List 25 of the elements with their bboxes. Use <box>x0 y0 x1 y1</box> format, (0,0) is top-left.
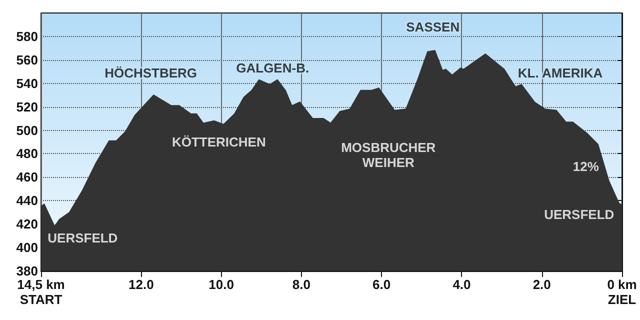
y-tick-label: 580 <box>16 28 38 44</box>
annotation: KÖTTERICHEN <box>172 134 266 150</box>
y-tick-label: 460 <box>16 170 38 185</box>
x-tick-label: 4.0 <box>452 277 471 292</box>
x-tick-label: 2.0 <box>532 277 551 292</box>
y-tick-label: 420 <box>16 216 38 232</box>
x-tick-label: 10.0 <box>208 277 234 292</box>
annotation: 12% <box>572 159 600 174</box>
x-tick-label: 0 km ZIEL <box>607 277 637 307</box>
y-tick-label: 380 <box>16 264 38 278</box>
y-tick-label: 520 <box>16 99 38 114</box>
y-tick-label: 480 <box>16 146 38 162</box>
x-tick-label: 8.0 <box>292 277 310 292</box>
y-tick-label: 400 <box>16 240 38 256</box>
y-tick-label: 560 <box>16 52 38 68</box>
y-tick-label: 500 <box>16 122 38 138</box>
annotation: MOSBRUCHER WEIHER <box>341 140 436 170</box>
x-tick-label: 14,5 km START <box>17 277 65 307</box>
x-tick-label: 6.0 <box>372 277 391 292</box>
annotation: UERSFELD <box>48 230 118 246</box>
y-tick-label: 540 <box>16 76 38 91</box>
annotation: SASSEN <box>406 20 460 35</box>
y-tick-label: 440 <box>16 193 38 208</box>
x-tick-label: 12.0 <box>128 277 154 292</box>
annotation: UERSFELD <box>544 207 614 222</box>
